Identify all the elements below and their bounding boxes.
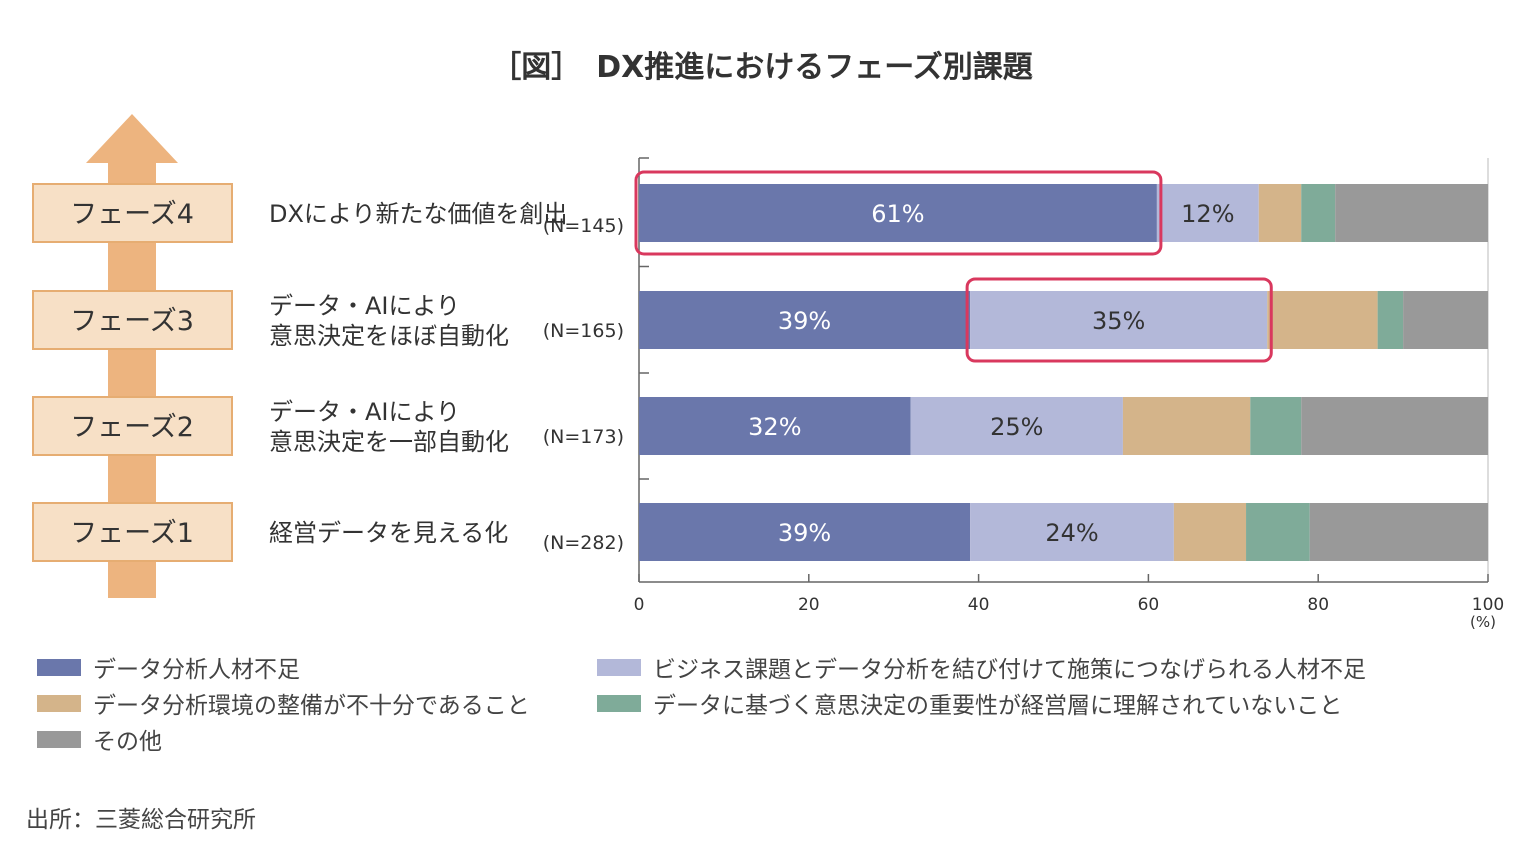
legend-label: データ分析環境の整備が不十分であること (93, 693, 530, 719)
sample-size-label: (N=165) (543, 320, 624, 342)
x-tick-label: 40 (968, 595, 990, 615)
category-label: 意思決定を一部自動化 (269, 428, 509, 456)
phase-label: フェーズ3 (70, 306, 194, 337)
legend-item: ビジネス課題とデータ分析を結び付けて施策につなげられる人材不足 (597, 650, 1366, 684)
bar-segment (1377, 291, 1404, 349)
legend-swatch (37, 730, 81, 748)
data-label: 32% (748, 413, 801, 441)
legend-item: その他 (37, 722, 162, 756)
sample-size-label: (N=282) (543, 532, 624, 554)
data-label: 39% (778, 307, 831, 335)
bar-segment (639, 184, 1157, 242)
x-tick-label: 60 (1138, 595, 1160, 615)
legend-swatch (597, 694, 641, 712)
bar-segment (1267, 291, 1378, 349)
legend-swatch (597, 658, 641, 676)
data-label: 35% (1092, 307, 1145, 335)
bar-segment (1258, 184, 1302, 242)
x-tick-label: 20 (798, 595, 820, 615)
data-label: 39% (778, 519, 831, 547)
bar-segment (1250, 397, 1302, 455)
bar-segment (970, 291, 1268, 349)
stacked-bar-chart: フェーズ4 DXにより新たな価値を創出(N=145)フェーズ3 データ・AIにより意… (32, 114, 1504, 631)
bar-segment (1301, 184, 1336, 242)
legend-swatch (37, 658, 81, 676)
x-tick-label: 80 (1307, 595, 1329, 615)
data-label: 25% (990, 413, 1043, 441)
phase-label: フェーズ1 (70, 518, 194, 549)
data-label: 61% (871, 200, 924, 228)
legend-item: データに基づく意思決定の重要性が経営層に理解されていないこと (597, 686, 1342, 720)
highlight-frame (634, 170, 1163, 256)
chart-title: ［図］ DX推進におけるフェーズ別課題 (491, 50, 1033, 85)
bar-segment (639, 503, 971, 561)
legend-item: データ分析環境の整備が不十分であること (37, 686, 530, 720)
bar-segment (910, 397, 1123, 455)
data-label: 12% (1181, 200, 1234, 228)
category-label: DXにより新たな価値を創出 (269, 200, 567, 228)
category-label: データ・AIにより (269, 292, 460, 320)
bar-segment (1309, 503, 1488, 561)
data-label: 24% (1045, 519, 1098, 547)
category-label: 経営データを見える化 (269, 519, 508, 547)
phase-box (32, 502, 233, 562)
bar-segment (1156, 184, 1259, 242)
legend-label: データ分析人材不足 (93, 657, 300, 683)
bar-segment (639, 397, 911, 455)
phase-box (32, 290, 233, 350)
sample-size-label: (N=145) (543, 215, 624, 237)
phase-box (32, 396, 233, 456)
legend-label: データに基づく意思決定の重要性が経営層に理解されていないこと (653, 693, 1343, 719)
bar-segment (1335, 184, 1488, 242)
bar-segment (639, 291, 971, 349)
bar-segment (970, 503, 1174, 561)
phase-box (32, 183, 233, 243)
category-label: データ・AIにより (269, 398, 460, 426)
legend-swatch (37, 694, 81, 712)
x-tick-label: 0 (634, 595, 645, 615)
category-label: 意思決定をほぼ自動化 (269, 322, 509, 350)
bar-segment (1246, 503, 1310, 561)
bar-segment (1122, 397, 1251, 455)
legend-item: データ分析人材不足 (37, 650, 300, 684)
x-tick-label: 100 (1472, 595, 1504, 615)
sample-size-label: (N=173) (543, 426, 624, 448)
source-note: 出所：三菱総合研究所 (26, 807, 256, 833)
phase-label: フェーズ2 (70, 412, 194, 443)
legend-label: その他 (93, 729, 162, 755)
bar-segment (1301, 397, 1488, 455)
x-axis-unit: (%) (1470, 613, 1496, 631)
phase-label: フェーズ4 (70, 199, 194, 230)
bar-segment (1173, 503, 1247, 561)
legend-label: ビジネス課題とデータ分析を結び付けて施策につなげられる人材不足 (653, 657, 1366, 683)
bar-segment (1403, 291, 1488, 349)
highlight-frame (965, 277, 1273, 363)
